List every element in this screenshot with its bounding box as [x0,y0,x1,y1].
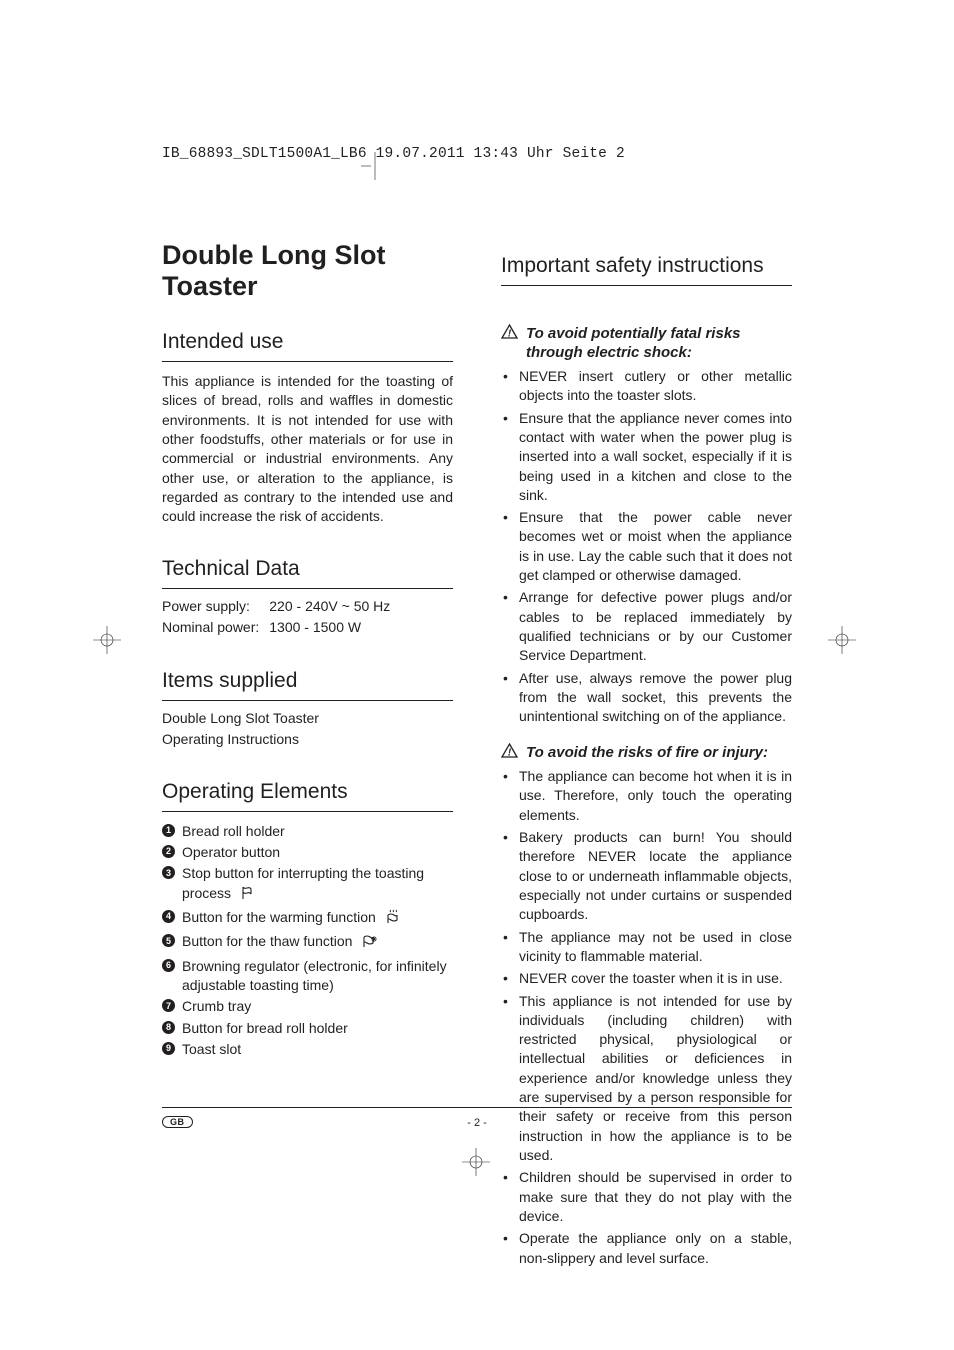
operating-element-text: Operator button [182,843,453,862]
intended-use-body: This appliance is intended for the toast… [162,372,453,527]
list-item: This appliance is not intended for use b… [501,992,792,1166]
list-item: Children should be supervised in order t… [501,1168,792,1226]
numbered-marker: 7 [162,999,175,1012]
numbered-marker: 3 [162,866,175,879]
registration-mark-left [93,626,121,654]
operating-element-text: Stop button for interrupting the toastin… [182,864,453,906]
section-intended-use: Intended use This appliance is intended … [162,328,453,526]
list-item: The appliance can become hot when it is … [501,767,792,825]
operating-element-text: Crumb tray [182,997,453,1016]
pdf-header-line: IB_68893_SDLT1500A1_LB6 19.07.2011 13:43… [162,146,625,162]
section-technical-data: Technical Data Power supply: 220 - 240V … [162,555,453,640]
operating-element-item: 2 Operator button [162,843,453,862]
supplied-item: Double Long Slot Toaster [162,709,453,728]
registration-mark-right [828,626,856,654]
heading-items-supplied: Items supplied [162,667,453,701]
thaw-icon [360,933,378,954]
warning-heading-shock: ! To avoid potentially fatal risks throu… [501,324,792,363]
list-item: The appliance may not be used in close v… [501,928,792,967]
safety-bullets-shock: NEVER insert cutlery or other metallic o… [501,367,792,727]
heading-safety: Important safety instructions [501,252,792,286]
heading-intended-use: Intended use [162,328,453,362]
table-row: Power supply: 220 - 240V ~ 50 Hz [162,597,400,618]
operating-element-item: 6 Browning regulator (electronic, for inf… [162,957,453,996]
safety-bullets-fire: The appliance can become hot when it is … [501,767,792,1268]
supplied-item: Operating Instructions [162,730,453,749]
list-item: Ensure that the power cable never become… [501,508,792,585]
section-operating-elements: Operating Elements 1 Bread roll holder 2 Op… [162,778,453,1059]
heading-operating-elements: Operating Elements [162,778,453,812]
tech-data-table: Power supply: 220 - 240V ~ 50 Hz Nominal… [162,597,400,640]
list-item: Bakery products can burn! You should the… [501,828,792,925]
operating-element-item: 4 Button for the warming function [162,908,453,930]
page-number: - 2 - [162,1117,792,1129]
list-item: After use, always remove the power plug … [501,669,792,727]
numbered-marker: 8 [162,1021,175,1034]
operating-element-text: Button for bread roll holder [182,1019,453,1038]
operating-elements-list: 1 Bread roll holder 2 Operator button 3 Stop … [162,822,453,1059]
operating-element-item: 7 Crumb tray [162,997,453,1016]
operating-element-item: 1 Bread roll holder [162,822,453,841]
table-row: Nominal power: 1300 - 1500 W [162,618,400,639]
numbered-marker: 1 [162,824,175,837]
operating-element-item: 9 Toast slot [162,1040,453,1059]
warm-icon [384,909,402,930]
numbered-marker: 6 [162,959,175,972]
numbered-marker: 2 [162,845,175,858]
operating-element-text: Bread roll holder [182,822,453,841]
warning-heading-text: To avoid the risks of fire or injury: [526,743,768,763]
warning-heading-text: To avoid potentially fatal risks through… [526,324,792,363]
numbered-marker: 5 [162,934,175,947]
operating-element-item: 3 Stop button for interrupting the toasti… [162,864,453,906]
numbered-marker: 4 [162,910,175,923]
numbered-marker: 9 [162,1042,175,1055]
operating-element-text: Button for the warming function [182,908,453,930]
section-items-supplied: Items supplied Double Long Slot Toaster … [162,667,453,750]
operating-element-text: Toast slot [182,1040,453,1059]
tech-value: 1300 - 1500 W [269,618,400,639]
tech-label: Nominal power: [162,618,269,639]
list-item: Ensure that the appliance never comes in… [501,409,792,506]
stop-icon [239,885,255,906]
page-footer: GB - 2 - [162,1107,792,1132]
operating-element-item: 8 Button for bread roll holder [162,1019,453,1038]
footer-rule [162,1107,792,1108]
tech-label: Power supply: [162,597,269,618]
list-item: NEVER cover the toaster when it is in us… [501,969,792,988]
operating-element-text: Browning regulator (electronic, for infi… [182,957,453,996]
list-item: Operate the appliance only on a stable, … [501,1229,792,1268]
heading-technical-data: Technical Data [162,555,453,589]
warning-heading-fire: ! To avoid the risks of fire or injury: [501,743,792,764]
operating-element-text: Button for the thaw function [182,932,453,954]
warning-triangle-icon: ! [501,743,518,764]
operating-element-item: 5 Button for the thaw function [162,932,453,954]
warning-triangle-icon: ! [501,324,518,345]
list-item: Arrange for defective power plugs and/or… [501,588,792,665]
list-item: NEVER insert cutlery or other metallic o… [501,367,792,406]
tech-value: 220 - 240V ~ 50 Hz [269,597,400,618]
page-title: Double Long Slot Toaster [162,240,453,302]
